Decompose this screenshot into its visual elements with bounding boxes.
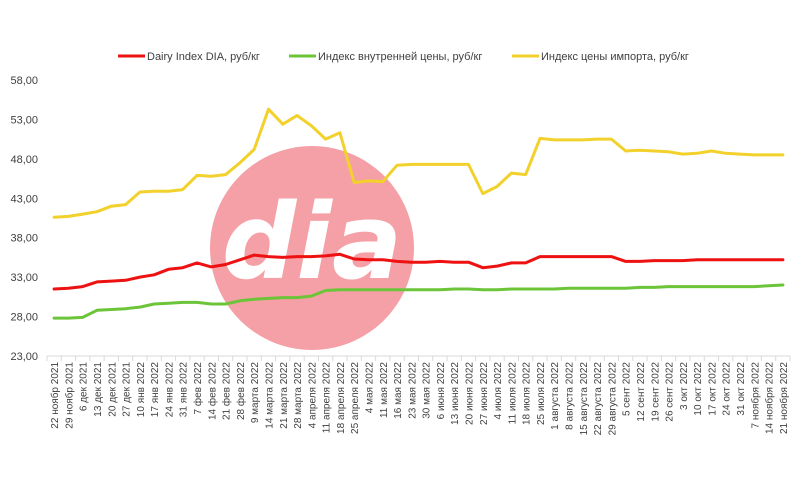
x-tick-label: 3 окт 2022 [679,362,690,410]
series-line-1 [52,252,785,291]
series-lines [52,107,785,320]
x-tick-label: 22 ноябр 2021 [49,362,61,429]
x-tick-label: 11 апреля 2022 [322,362,333,434]
x-tick-label: 13 дек 2021 [93,362,104,417]
x-tick-label: 23 мая 2022 [407,362,418,419]
x-tick-label: 24 янв 2022 [164,362,175,418]
x-tick-label: 21 ноября 2022 [778,362,790,434]
x-tick-label: 14 ноября 2022 [764,362,776,434]
legend-label: Dairy Index DIA, руб/кг [147,51,260,63]
x-tick-label: 28 фев 2022 [235,362,247,420]
x-tick-label: 26 сент 2022 [665,362,676,422]
x-tick-label: 11 мая 2022 [379,362,390,418]
x-tick-label: 29 августа 2022 [607,362,618,436]
x-tick-label: 21 марта 2022 [279,362,290,429]
x-tick-label: 22 августа 2022 [593,362,604,436]
x-tick-label: 1 августа 2022 [550,362,561,430]
x-tick-label: 27 июня 2022 [479,362,490,425]
axes: 23,00 28,00 33,00 38,00 43,00 48,00 53,00 58,00… [10,75,791,436]
legend-label: Индекс внутренней цены, руб/кг [318,51,482,63]
x-tick-label: 7 фев 2022 [192,362,204,415]
x-tick-label: 25 апреля 2022 [350,362,361,434]
x-tick-label: 5 сент 2022 [622,362,633,416]
legend: Dairy Index DIA, руб/кг Индекс внутренней… [118,51,689,63]
x-tick-label: 21 фев 2022 [221,362,233,420]
x-tick-label: 4 июля 2022 [493,362,504,420]
x-tick-label: 27 дек 2021 [122,362,133,417]
x-tick-label: 29 ноябр 2021 [63,362,75,429]
x-tick-label: 18 апреля 2022 [336,362,347,434]
y-tick-label: 53,00 [10,114,38,126]
x-tick-label: 31 янв 2022 [179,362,190,418]
x-tick-label: 24 окт 2022 [722,362,733,416]
x-tick-label: 20 дек 2021 [107,362,118,417]
x-tick-label: 11 июля 2022 [507,362,518,425]
x-tick-label: 20 июня 2022 [465,362,476,425]
y-tick-label: 48,00 [10,154,38,166]
x-tick-label: 7 ноября 2022 [749,362,761,429]
series-line-3 [52,107,785,219]
x-tick-label: 10 окт 2022 [693,362,704,416]
x-tick-label: 4 апреля 2022 [307,362,318,429]
y-tick-label: 38,00 [10,233,38,245]
y-tick-label: 58,00 [10,75,38,87]
x-tick-label: 28 марта 2022 [293,362,304,429]
x-tick-label: 10 янв 2022 [136,362,147,418]
x-tick-label: 17 янв 2022 [150,362,161,418]
x-tick-label: 17 окт 2022 [707,362,718,416]
x-tick-label: 25 июля 2022 [536,362,547,425]
y-tick-label: 33,00 [10,272,38,284]
x-tick-label: 6 дек 2021 [79,362,90,412]
x-tick-label: 9 марта 2022 [250,362,261,424]
x-tick-label: 4 мая 2022 [364,362,375,414]
x-tick-label: 15 августа 2022 [579,362,590,436]
x-tick-label: 16 мая 2022 [393,362,404,419]
x-tick-label: 8 августа 2022 [565,362,576,430]
y-tick-label: 28,00 [10,312,38,324]
x-tick-label: 18 июля 2022 [522,362,533,425]
x-tick-label: 31 окт 2022 [736,362,747,416]
x-tick-label: 14 марта 2022 [264,362,275,429]
x-tick-label: 14 фев 2022 [206,362,218,420]
series-line-2 [52,283,785,320]
legend-label: Индекс цены импорта, руб/кг [541,51,689,63]
y-tick-label: 23,00 [10,351,38,363]
y-tick-label: 43,00 [10,193,38,205]
x-tick-label: 30 мая 2022 [422,362,433,419]
x-tick-label: 19 сент 2022 [650,362,661,422]
x-tick-label: 12 сент 2022 [636,362,647,422]
x-tick-label: 13 июня 2022 [450,362,461,425]
dia-logo: dia [210,146,414,350]
x-tick-label: 6 июня 2022 [436,362,447,420]
logo-text: dia [222,181,402,303]
